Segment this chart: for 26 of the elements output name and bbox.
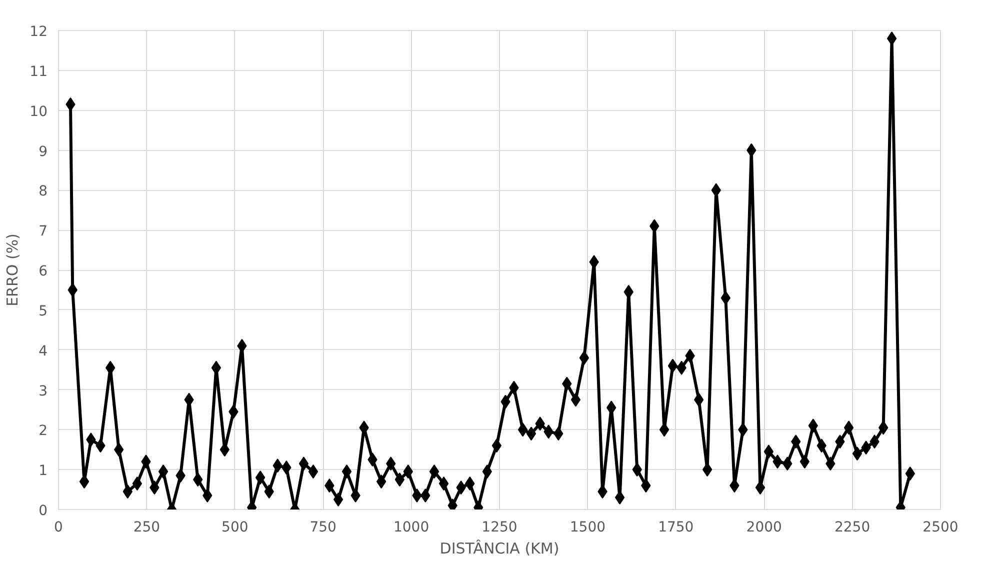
y-tick-label: 7 (38, 224, 48, 240)
x-tick-label: 250 (133, 520, 160, 536)
y-tick-label: 11 (30, 64, 48, 80)
x-tick-label: 2000 (746, 520, 782, 536)
y-tick-label: 5 (38, 303, 48, 320)
y-tick-label: 10 (30, 104, 48, 120)
x-axis-title: DISTÂNCIA (KM) (440, 540, 560, 558)
x-tick-label: 2250 (834, 520, 870, 536)
y-tick-label: 4 (38, 343, 48, 360)
y-tick-label: 3 (38, 383, 48, 400)
x-tick-label: 1500 (570, 520, 606, 536)
y-tick-label: 6 (38, 264, 48, 280)
x-tick-label: 2500 (922, 520, 958, 536)
y-tick-label: 8 (38, 184, 48, 200)
y-tick-label: 1 (38, 463, 48, 480)
y-tick-label: 2 (38, 423, 48, 440)
y-tick-label: 9 (38, 144, 48, 160)
x-tick-label: 750 (310, 520, 336, 536)
y-axis-title: ERRO (%) (4, 234, 22, 306)
x-tick-label: 1000 (393, 520, 430, 536)
x-tick-label: 500 (222, 520, 248, 536)
x-tick-label: 1750 (658, 520, 694, 536)
x-tick-label: 1250 (482, 520, 518, 536)
y-tick-label: 0 (38, 503, 48, 519)
x-tick-label: 0 (54, 520, 63, 536)
y-tick-label: 12 (30, 24, 48, 40)
